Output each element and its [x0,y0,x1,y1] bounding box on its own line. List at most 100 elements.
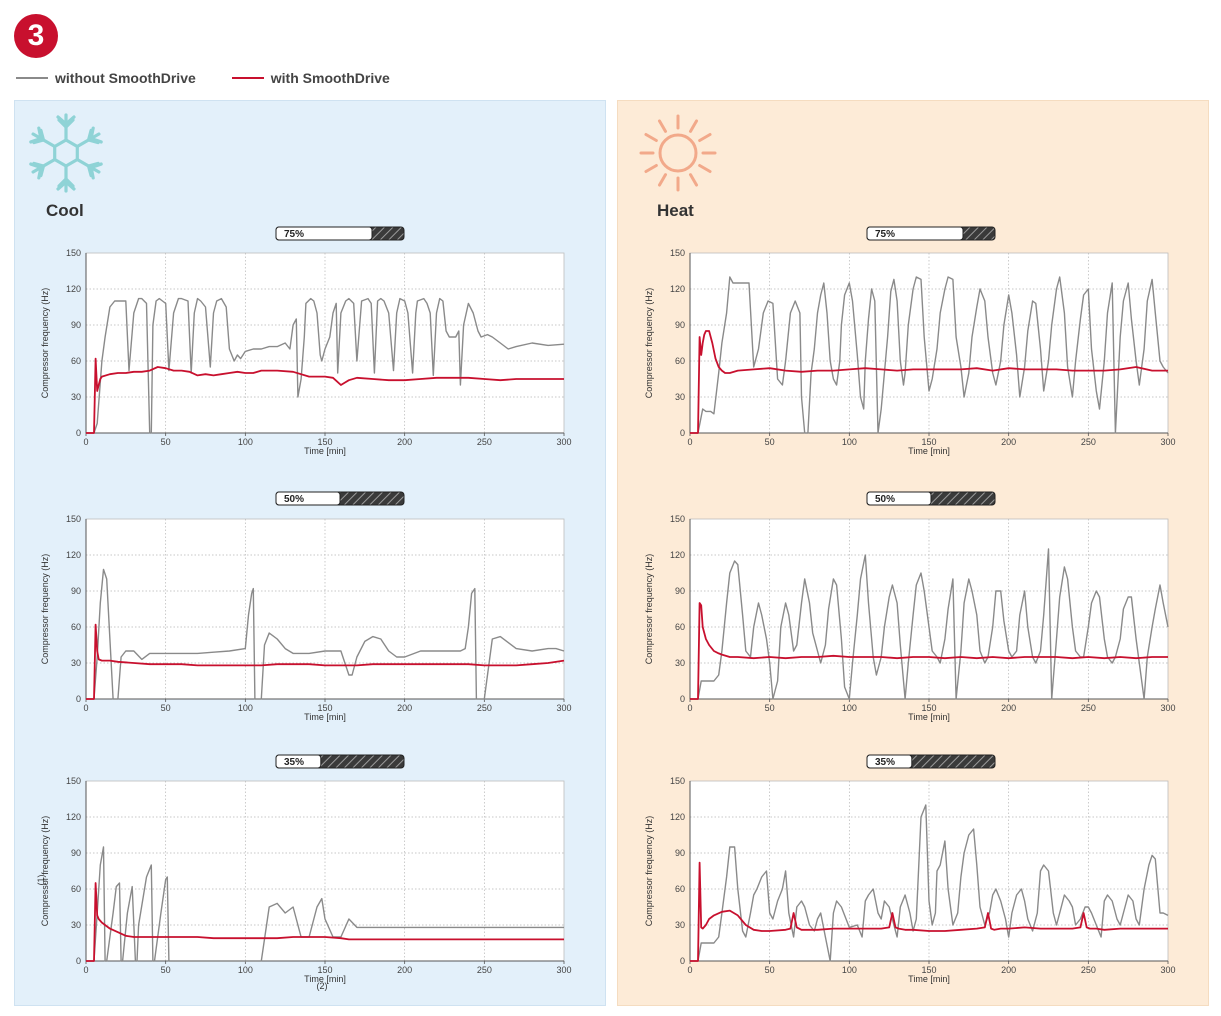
y-tick-label: 120 [670,812,685,822]
series-without-smoothdrive [690,804,1169,962]
x-tick-label: 100 [842,703,857,713]
load-bar-fill [275,491,341,506]
x-tick-label: 150 [317,437,332,447]
y-tick-label: 90 [675,586,685,596]
x-tick-label: 250 [477,437,492,447]
y-tick-label: 60 [675,884,685,894]
heat-35-chart: 0 30 60 90 120 150 0 50 100 150 200 250 300 Time [min… [644,754,1176,984]
y-tick-label: 120 [66,284,81,294]
x-tick-label: 50 [765,437,775,447]
load-bar-fill [275,754,322,769]
x-tick-label: 100 [238,703,253,713]
y-tick-label: 90 [71,320,81,330]
legend-label-with: with SmoothDrive [270,70,390,86]
x-tick-label: 50 [765,965,775,975]
load-percent-label: 50% [875,494,895,505]
x-axis-title: Time [min] [304,974,346,984]
x-tick-label: 0 [83,703,88,713]
x-tick-label: 50 [161,437,171,447]
x-tick-label: 150 [921,965,936,975]
x-tick-label: 300 [556,437,571,447]
legend-item-without: without SmoothDrive [16,70,196,86]
x-axis-title: Time [min] [908,446,950,456]
y-tick-label: 90 [71,848,81,858]
y-axis-title: Compressor frequency (Hz) [40,816,50,927]
x-tick-label: 300 [1160,437,1175,447]
y-tick-label: 120 [670,284,685,294]
x-tick-label: 150 [921,437,936,447]
y-tick-label: 120 [66,550,81,560]
plot-area [689,252,1169,434]
cool-75-chart: 0 30 60 90 120 150 0 50 100 150 200 250 300 Time [min… [40,226,572,456]
y-tick-label: 90 [675,848,685,858]
y-tick-label: 60 [675,356,685,366]
series-with-smoothdrive [86,623,565,700]
snowflake-icon [27,113,105,193]
x-tick-label: 200 [1001,437,1016,447]
plot-area [689,518,1169,700]
load-bar-fill [275,226,373,241]
x-tick-label: 100 [842,965,857,975]
x-tick-label: 150 [921,703,936,713]
y-tick-label: 90 [71,586,81,596]
cool-50-chart: 0 30 60 90 120 150 0 50 100 150 200 250 300 Time [min… [40,491,572,722]
x-tick-label: 250 [1081,437,1096,447]
heat-50-chart: 0 30 60 90 120 150 0 50 100 150 200 250 300 Time [min… [644,491,1176,722]
legend-swatch-with [231,77,264,79]
heat-75-chart: 0 30 60 90 120 150 0 50 100 150 200 250 300 Time [min… [644,226,1176,456]
x-tick-label: 300 [556,703,571,713]
series-with-smoothdrive [86,882,564,962]
y-tick-label: 150 [670,514,685,524]
x-tick-label: 250 [477,703,492,713]
legend-label-without: without SmoothDrive [55,70,196,86]
x-tick-label: 150 [317,965,332,975]
y-tick-label: 120 [66,812,81,822]
section-number-badge: 3 [14,14,58,58]
y-tick-label: 30 [675,920,685,930]
y-tick-label: 60 [71,622,81,632]
plot-area [85,252,565,434]
legend-swatch-without [16,77,48,79]
series-without-smoothdrive [86,297,565,434]
y-tick-label: 0 [680,956,685,966]
y-tick-label: 150 [670,776,685,786]
load-bar-fill [866,754,913,769]
plot-area [85,780,565,962]
x-tick-label: 250 [477,965,492,975]
y-tick-label: 0 [680,694,685,704]
load-bar-fill [866,226,964,241]
x-tick-label: 0 [83,965,88,975]
x-tick-label: 300 [1160,703,1175,713]
y-tick-label: 30 [71,920,81,930]
y-tick-label: 150 [66,514,81,524]
plot-area [85,518,565,700]
y-tick-label: 150 [66,776,81,786]
x-tick-label: 100 [238,965,253,975]
x-axis-title: Time [min] [908,712,950,722]
annotation-bottom-note: (2) [317,981,328,991]
load-percent-label: 75% [284,229,304,240]
load-percent-label: 35% [875,757,895,768]
heat-title: Heat [657,201,694,220]
x-axis-title: Time [min] [304,712,346,722]
load-percent-label: 50% [284,494,304,505]
y-tick-label: 0 [680,428,685,438]
y-tick-label: 150 [670,248,685,258]
x-tick-label: 50 [765,703,775,713]
x-tick-label: 100 [842,437,857,447]
x-tick-label: 300 [556,965,571,975]
y-tick-label: 90 [675,320,685,330]
x-tick-label: 200 [1001,965,1016,975]
load-percent-label: 75% [875,229,895,240]
x-tick-label: 200 [397,965,412,975]
series-without-smoothdrive [86,568,565,700]
x-axis-title: Time [min] [304,446,346,456]
series-without-smoothdrive [690,276,1169,434]
load-percent-label: 35% [284,757,304,768]
x-tick-label: 50 [161,965,171,975]
x-tick-label: 0 [687,703,692,713]
annotation-side-note: (1) [36,874,46,885]
x-tick-label: 100 [238,437,253,447]
x-axis-title: Time [min] [908,974,950,984]
